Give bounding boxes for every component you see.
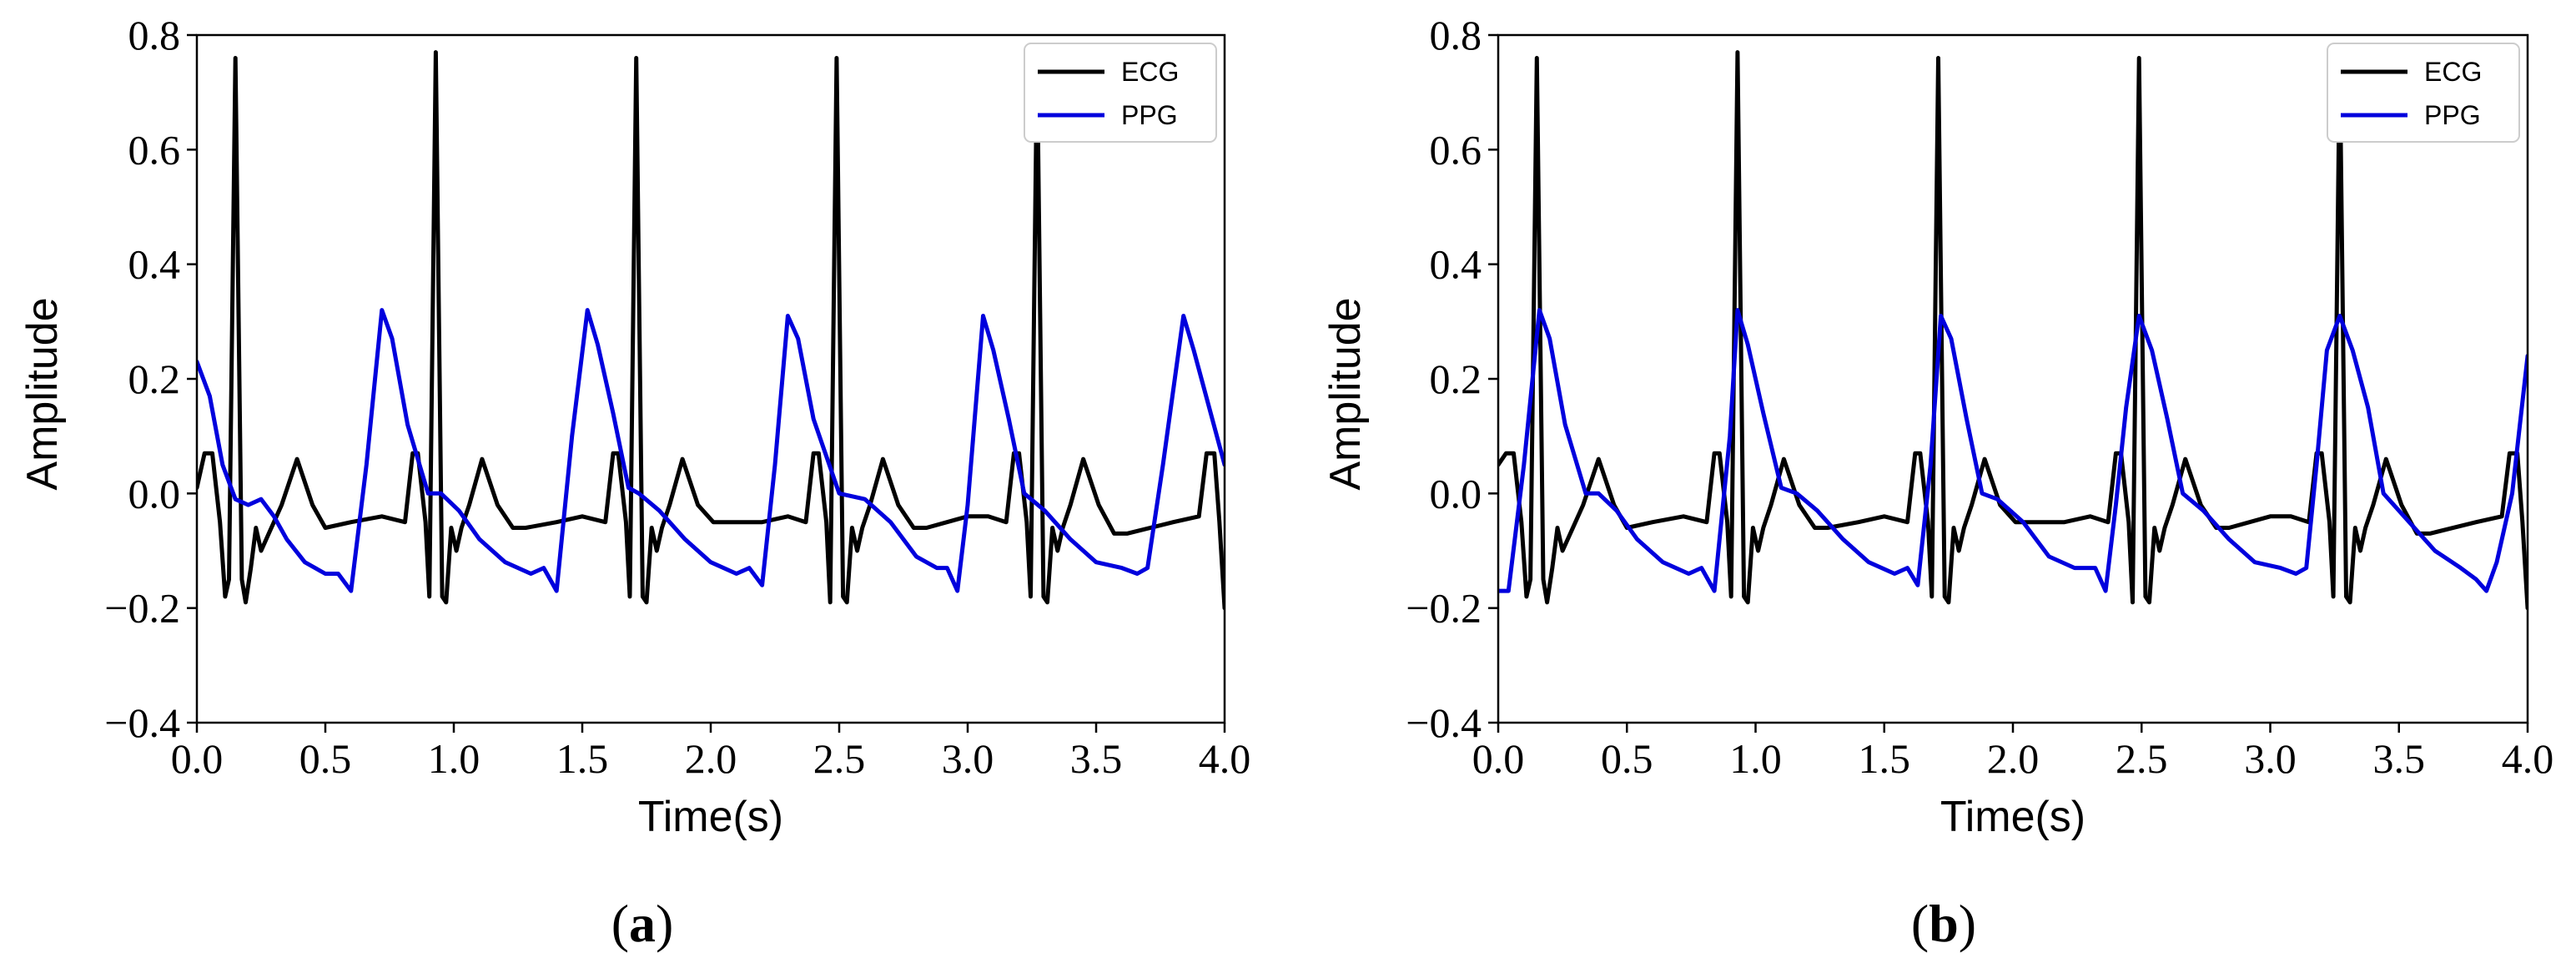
panel-label: (a) <box>611 894 674 953</box>
x-tick-label: 0.0 <box>1472 735 1525 782</box>
x-tick-label: 3.0 <box>2244 735 2297 782</box>
y-tick-label: 0.0 <box>128 470 181 517</box>
x-axis-label: Time(s) <box>1940 793 2085 841</box>
y-tick-label: 0.6 <box>1430 126 1482 173</box>
x-tick-label: 3.0 <box>942 735 994 782</box>
x-tick-label: 1.5 <box>1859 735 1911 782</box>
y-tick-label: 0.8 <box>128 12 181 58</box>
y-tick-label: −0.4 <box>104 699 180 746</box>
y-axis-label: Amplitude <box>1321 297 1370 490</box>
y-tick-label: −0.2 <box>104 585 180 632</box>
series-line-ppg <box>1498 308 2528 593</box>
legend-label-ecg: ECG <box>2424 57 2482 87</box>
plot-area <box>197 50 1225 611</box>
y-tick-label: 0.4 <box>1430 241 1482 288</box>
legend: ECG PPG <box>1024 43 1217 143</box>
x-tick-label: 2.0 <box>1987 735 2040 782</box>
y-tick-label: 0.0 <box>1430 470 1482 517</box>
x-tick-label: 2.0 <box>685 735 737 782</box>
x-tick-label: 0.5 <box>299 735 352 782</box>
panel-label: (b) <box>1911 894 1976 953</box>
x-tick-label: 1.0 <box>1729 735 1782 782</box>
y-tick-label: −0.4 <box>1406 699 1482 746</box>
x-tick-label: 3.5 <box>2373 735 2426 782</box>
x-axis-label: Time(s) <box>638 793 783 841</box>
legend: ECG PPG <box>2327 43 2520 143</box>
legend-label-ppg: PPG <box>1121 100 1178 130</box>
y-tick-label: 0.2 <box>128 355 181 402</box>
plot-area <box>1498 50 2528 611</box>
x-tick-label: 4.0 <box>2502 735 2554 782</box>
x-tick-label: 3.5 <box>1070 735 1123 782</box>
y-tick-label: 0.8 <box>1430 12 1482 58</box>
x-tick-label: 2.5 <box>813 735 866 782</box>
x-tick-label: 1.0 <box>428 735 480 782</box>
x-tick-label: 0.0 <box>171 735 224 782</box>
series-line-ecg <box>197 50 1225 611</box>
panel-a: 0.0 0.5 1.0 1.5 2.0 2.5 3.0 3.5 4.0 −0.4 −0.2 0.0 0.… <box>18 12 1250 953</box>
x-tick-label: 2.5 <box>2116 735 2168 782</box>
x-tick-label: 0.5 <box>1601 735 1653 782</box>
legend-label-ecg: ECG <box>1121 57 1179 87</box>
legend-box <box>2327 43 2520 143</box>
legend-box <box>1024 43 1217 143</box>
legend-label-ppg: PPG <box>2424 100 2481 130</box>
panel-b: 0.0 0.5 1.0 1.5 2.0 2.5 3.0 3.5 4.0 −0.4 −0.2 0.0 0.… <box>1321 12 2553 953</box>
y-axis-label: Amplitude <box>18 297 67 490</box>
y-tick-label: 0.4 <box>128 241 181 288</box>
series-line-ppg <box>197 308 1225 593</box>
y-tick-label: −0.2 <box>1406 585 1482 632</box>
y-tick-label: 0.2 <box>1430 355 1482 402</box>
x-tick-label: 1.5 <box>556 735 609 782</box>
y-tick-label: 0.6 <box>128 126 181 173</box>
x-tick-label: 4.0 <box>1199 735 1251 782</box>
